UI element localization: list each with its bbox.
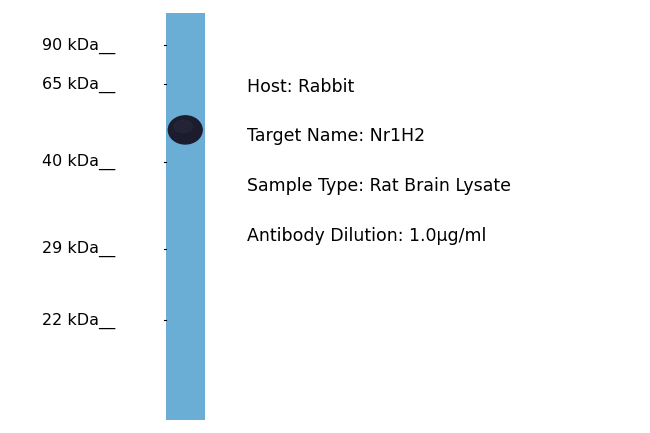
- Text: 22 kDa__: 22 kDa__: [42, 312, 116, 329]
- Text: 29 kDa__: 29 kDa__: [42, 241, 116, 257]
- Text: Sample Type: Rat Brain Lysate: Sample Type: Rat Brain Lysate: [247, 177, 511, 195]
- Bar: [166, 13, 205, 420]
- Text: 40 kDa__: 40 kDa__: [42, 154, 116, 171]
- Text: 90 kDa__: 90 kDa__: [42, 37, 116, 54]
- Ellipse shape: [168, 116, 202, 144]
- Ellipse shape: [174, 120, 192, 133]
- Text: Antibody Dilution: 1.0µg/ml: Antibody Dilution: 1.0µg/ml: [247, 227, 486, 245]
- Text: Host: Rabbit: Host: Rabbit: [247, 78, 354, 96]
- Text: 65 kDa__: 65 kDa__: [42, 76, 116, 93]
- Text: Target Name: Nr1H2: Target Name: Nr1H2: [247, 127, 425, 145]
